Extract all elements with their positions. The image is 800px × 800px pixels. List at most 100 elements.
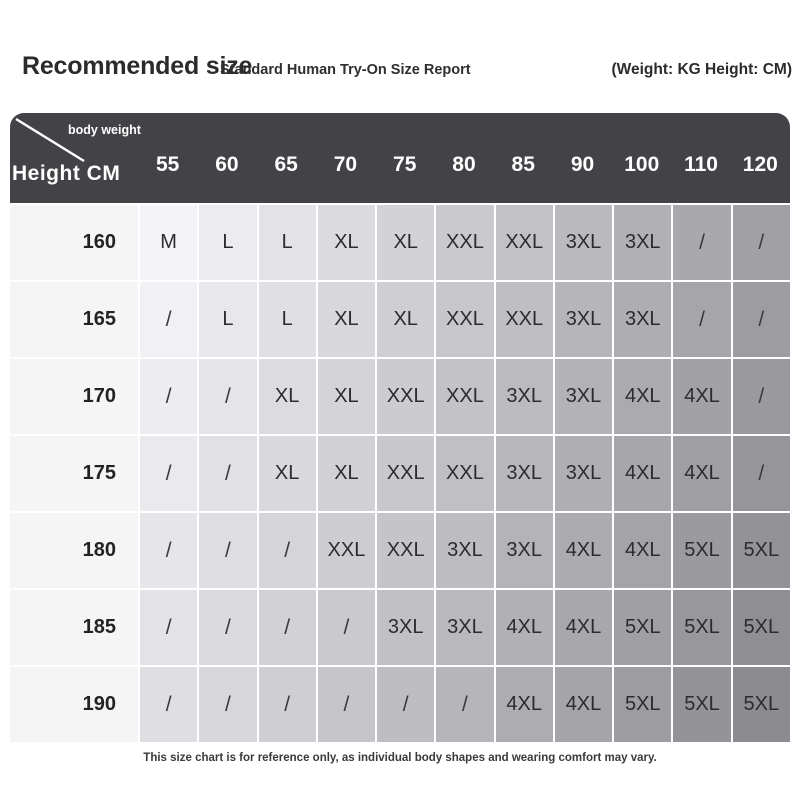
size-cell: L	[199, 205, 257, 280]
size-chart-table: body weight Height CM 55 60 65 70 75 80 85 90 10…	[10, 113, 790, 742]
size-cell: XXL	[377, 436, 435, 511]
diagonal-divider-icon	[15, 117, 85, 163]
row-cells: / / //3XL 3XL 4XL 4XL 5XL 5XL 5XL	[140, 590, 790, 665]
size-cell: 3XL	[495, 436, 553, 511]
weight-column-header: 110	[684, 153, 718, 176]
size-cell: 4XL	[614, 359, 672, 434]
size-cell: L	[199, 282, 257, 357]
size-cell: XL	[317, 359, 376, 434]
weight-column-header: 65	[274, 153, 298, 176]
size-cell-unavailable: /	[199, 590, 257, 665]
weight-axis-label: body weight	[68, 123, 141, 137]
size-cell-unavailable: /	[258, 590, 316, 665]
size-cell: 3XL	[554, 359, 613, 434]
size-cell-unavailable: /	[140, 282, 198, 357]
size-cell-unavailable: /	[258, 513, 316, 588]
size-cell: 4XL	[495, 590, 553, 665]
size-cell: 4XL	[554, 513, 613, 588]
height-row-header: 165	[10, 282, 138, 357]
weight-column-header: 90	[570, 153, 595, 176]
table-row: 190// / / //4XL 4XL 5XL 5XL 5XL	[10, 667, 790, 742]
size-cell: XXL	[495, 205, 553, 280]
table-row: 180// / XXL XXL 3XL 3XL 4XL 4XL 5XL 5XL	[10, 513, 790, 588]
size-cell: 5XL	[614, 590, 672, 665]
weight-column-header: 70	[333, 153, 358, 176]
size-cell: 5XL	[673, 667, 731, 742]
row-cells: / / XL XL XXL XXL 3XL 3XL 4XL 4XL /	[140, 359, 790, 434]
row-cells: / / / / //4XL 4XL 5XL 5XL 5XL	[140, 667, 790, 742]
weight-column-header: 85	[511, 153, 535, 176]
page-title: Recommended size	[22, 52, 253, 80]
row-cells: / / XL XL XXL XXL 3XL 3XL 4XL 4XL /	[140, 436, 790, 511]
size-cell: 4XL	[673, 359, 731, 434]
size-cell-unavailable: /	[199, 513, 257, 588]
size-cell-unavailable: /	[732, 282, 790, 357]
size-cell: 3XL	[614, 282, 672, 357]
size-cell-unavailable: /	[140, 590, 198, 665]
table-body: 160 M L L XL XL XXL XXL 3XL 3XL //165/L L XL XL XXL XXL…	[10, 205, 790, 742]
size-cell: 3XL	[554, 282, 613, 357]
size-cell: XL	[377, 282, 435, 357]
height-row-header: 180	[10, 513, 138, 588]
size-cell: XXL	[436, 359, 494, 434]
size-cell-unavailable: /	[140, 436, 198, 511]
weight-column-header: 120	[742, 153, 778, 176]
size-cell: 5XL	[673, 513, 731, 588]
page-header: Recommended size Standard Human Try-On S…	[0, 0, 800, 108]
size-cell: XXL	[377, 359, 435, 434]
size-cell: XL	[258, 359, 316, 434]
height-axis-label: Height CM	[12, 162, 121, 185]
weight-column-header: 60	[215, 153, 239, 176]
size-cell: 3XL	[377, 590, 435, 665]
table-row: 165/L L XL XL XXL XXL 3XL 3XL / /	[10, 282, 790, 357]
size-cell: 3XL	[495, 359, 553, 434]
height-row-header: 190	[10, 667, 138, 742]
size-cell-unavailable: /	[732, 205, 790, 280]
size-cell: XXL	[377, 513, 435, 588]
height-row-header: 170	[10, 359, 138, 434]
size-cell: XXL	[317, 513, 376, 588]
row-cells: M L L XL XL XXL XXL 3XL 3XL / /	[140, 205, 790, 280]
table-row: 170// XL XL XXL XXL 3XL 3XL 4XL 4XL /	[10, 359, 790, 434]
size-cell-unavailable: /	[317, 667, 376, 742]
size-cell-unavailable: /	[673, 205, 731, 280]
size-cell-unavailable: /	[673, 282, 731, 357]
size-cell-unavailable: /	[140, 667, 198, 742]
size-cell-unavailable: /	[199, 667, 257, 742]
size-cell: 3XL	[436, 590, 494, 665]
axis-corner-cell: body weight Height CM	[10, 113, 141, 203]
size-cell-unavailable: /	[199, 436, 257, 511]
size-cell: 4XL	[554, 667, 613, 742]
size-cell: 5XL	[732, 513, 790, 588]
table-header-row: body weight Height CM 55 60 65 70 75 80 85 90 10…	[10, 113, 790, 203]
height-row-header: 185	[10, 590, 138, 665]
size-cell: L	[258, 205, 316, 280]
size-cell-unavailable: /	[140, 359, 198, 434]
table-row: 185// //3XL 3XL 4XL 4XL 5XL 5XL 5XL	[10, 590, 790, 665]
size-cell: 3XL	[554, 205, 613, 280]
weight-column-headers: 55 60 65 70 75 80 85 90 100 110 120	[138, 113, 790, 203]
size-cell: M	[140, 205, 198, 280]
size-cell: 5XL	[732, 667, 790, 742]
size-cell: XL	[258, 436, 316, 511]
page-subtitle: Standard Human Try-On Size Report	[220, 62, 471, 78]
weight-column-header: 80	[452, 153, 476, 176]
size-cell: XL	[317, 282, 376, 357]
table-row: 160 M L L XL XL XXL XXL 3XL 3XL / /	[10, 205, 790, 280]
size-cell: XXL	[436, 436, 494, 511]
weight-column-header: 75	[393, 153, 417, 176]
size-cell-unavailable: /	[317, 590, 376, 665]
size-cell: XL	[377, 205, 435, 280]
size-cell: 5XL	[673, 590, 731, 665]
size-cell: 3XL	[436, 513, 494, 588]
size-cell: 5XL	[614, 667, 672, 742]
size-cell: 3XL	[554, 436, 613, 511]
size-cell: XXL	[495, 282, 553, 357]
weight-column-header: 55	[155, 153, 180, 176]
size-cell: XL	[317, 436, 376, 511]
table-row: 175// XL XL XXL XXL 3XL 3XL 4XL 4XL /	[10, 436, 790, 511]
size-cell: XL	[317, 205, 376, 280]
size-cell: 5XL	[732, 590, 790, 665]
size-cell-unavailable: /	[199, 359, 257, 434]
height-row-header: 160	[10, 205, 138, 280]
